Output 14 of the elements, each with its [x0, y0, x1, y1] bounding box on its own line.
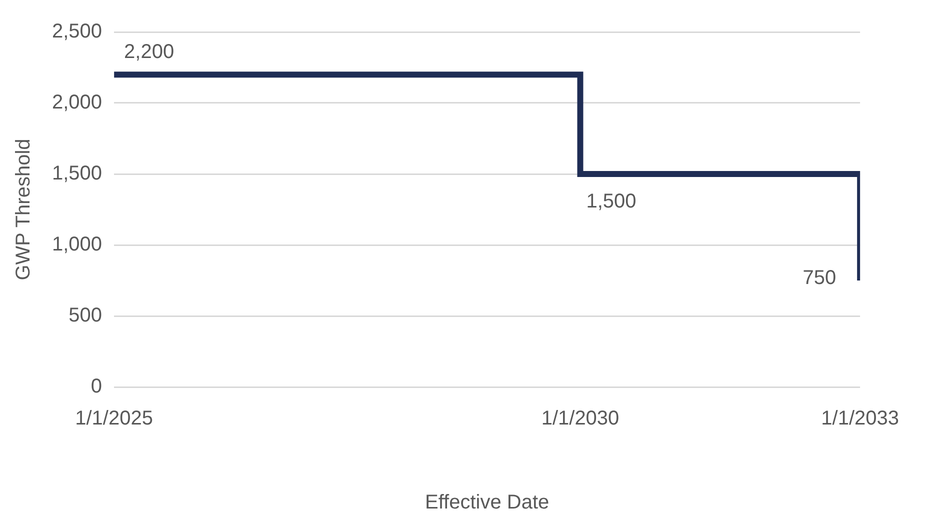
x-tick-label: 1/1/2030 [541, 408, 620, 430]
y-tick-label: 1,000 [52, 234, 102, 256]
x-tick-label: 1/1/2033 [821, 408, 900, 430]
x-tick-label: 1/1/2025 [75, 408, 153, 430]
y-tick-label: 2,500 [52, 20, 102, 43]
y-tick-label: 2,000 [52, 92, 102, 114]
y-tick-label: 1,500 [52, 162, 102, 185]
data-label: 1,500 [586, 190, 636, 213]
data-label: 2,200 [124, 41, 174, 64]
data-label: 750 [802, 267, 836, 290]
x-axis-title: Effective Date [424, 492, 550, 514]
y-axis-title: GWP Threshold [12, 138, 35, 280]
y-tick-label: 500 [68, 304, 102, 327]
y-tick-label: 0 [90, 376, 102, 398]
